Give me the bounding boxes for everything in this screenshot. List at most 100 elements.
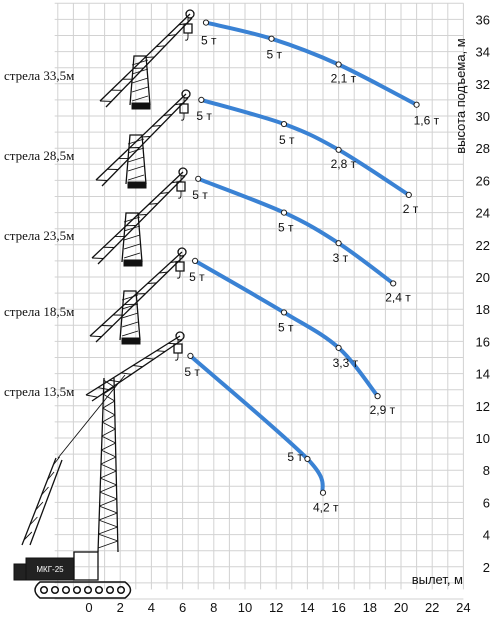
tower-lattice xyxy=(127,174,145,181)
load-point-label: 5 т xyxy=(278,320,294,334)
load-point xyxy=(335,344,342,351)
x-tick-label: 18 xyxy=(363,600,377,615)
jib-frame xyxy=(21,457,63,546)
tower-lattice xyxy=(131,95,149,102)
load-point-label: 4,2 т xyxy=(313,501,339,515)
load-point xyxy=(280,209,288,216)
load-point-label: 5 т xyxy=(287,450,303,464)
y-tick-label: 10 xyxy=(476,431,490,446)
mast-lattice xyxy=(102,407,116,416)
mast-lattice xyxy=(98,519,118,528)
tower-lattice xyxy=(127,147,145,154)
mast-lattice xyxy=(99,477,117,486)
load-curves xyxy=(187,19,420,496)
load-point-label: 3 т xyxy=(333,251,349,265)
mast-lattice xyxy=(97,540,119,549)
boom-pulley xyxy=(177,247,187,257)
y-tick-label: 34 xyxy=(476,45,490,60)
load-point-label: 5 т xyxy=(267,48,283,62)
load-point-label: 2 т xyxy=(403,202,419,216)
y-tick-label: 30 xyxy=(476,109,490,124)
load-point xyxy=(198,96,205,104)
load-point xyxy=(319,489,327,496)
tower-lattice xyxy=(127,165,145,172)
boom-lattice xyxy=(95,179,108,181)
jib-lattice xyxy=(52,456,60,466)
load-point xyxy=(335,146,342,153)
boom-lattice xyxy=(137,214,147,216)
y-axis-label: высота подъема, м xyxy=(453,38,468,154)
load-point xyxy=(335,61,342,68)
mast-lattice xyxy=(98,505,118,514)
hook xyxy=(177,191,182,199)
load-point xyxy=(268,35,275,42)
tower-lattice xyxy=(123,216,141,223)
y-tick-label: 16 xyxy=(476,334,490,349)
load-curve xyxy=(193,258,380,399)
mast-lattice xyxy=(101,428,116,437)
x-tick-label: 14 xyxy=(300,600,314,615)
load-point-label: 5 т xyxy=(201,34,217,48)
mast-lattice xyxy=(99,491,118,500)
load-point-label: 5 т xyxy=(279,133,295,147)
y-tick-label: 2 xyxy=(483,560,490,575)
tower-base xyxy=(121,337,141,345)
tower-lattice xyxy=(131,77,149,84)
y-tick-label: 28 xyxy=(476,141,490,156)
y-tick-label: 26 xyxy=(476,173,490,188)
boom-lattice xyxy=(158,271,168,274)
tower-frame xyxy=(125,134,147,185)
y-tick-label: 8 xyxy=(483,463,490,478)
jib-lattice xyxy=(29,516,38,526)
boom-lattice xyxy=(109,379,121,383)
boom-length-label: стрела 23,5м xyxy=(4,228,74,243)
hook xyxy=(174,353,179,361)
boom-lattice xyxy=(156,350,166,352)
mast-frame xyxy=(97,377,119,553)
tower-base xyxy=(123,259,143,267)
y-tick-label: 20 xyxy=(476,270,490,285)
tower-lattice xyxy=(127,138,145,145)
boom-lattice xyxy=(147,282,157,284)
mast-lattice xyxy=(100,449,117,458)
x-tick-label: 4 xyxy=(148,600,155,615)
mast-lattice xyxy=(102,400,115,409)
boom-lattice xyxy=(89,335,102,338)
jib-lattice xyxy=(47,471,55,481)
load-point-label: 5 т xyxy=(189,270,205,284)
boom-pulley xyxy=(181,89,191,99)
boom-length-label: стрела 33,5м xyxy=(4,68,74,83)
track-roller xyxy=(72,585,82,595)
load-point xyxy=(304,455,311,463)
tower-lattice xyxy=(121,321,139,328)
mast-lattice xyxy=(101,435,116,444)
x-tick-label: 20 xyxy=(394,600,408,615)
y-tick-label: 14 xyxy=(476,367,490,382)
mast-lattice xyxy=(102,414,116,423)
y-tick-label: 22 xyxy=(476,238,490,253)
load-point-label: 5 т xyxy=(196,109,212,123)
y-tick-label: 4 xyxy=(483,528,490,543)
tower-lattice xyxy=(121,303,139,310)
load-point xyxy=(202,19,210,26)
mast-lattice xyxy=(97,533,119,542)
crane-model-plate: МКГ-25 xyxy=(36,565,64,574)
mast-lattice xyxy=(103,379,115,388)
x-tick-label: 24 xyxy=(456,600,470,615)
track-roller xyxy=(50,585,60,595)
load-point xyxy=(280,309,288,316)
hook-block xyxy=(173,343,183,354)
load-point xyxy=(195,175,202,182)
mast-lattice xyxy=(98,526,118,535)
load-point-label: 2,8 т xyxy=(331,157,357,171)
hook-block xyxy=(179,103,189,114)
y-tick-label: 24 xyxy=(476,206,490,221)
jib-lattice xyxy=(23,531,33,541)
boom-lattice xyxy=(148,203,158,205)
tower-lattice xyxy=(123,225,141,232)
tower-lattice xyxy=(131,68,149,75)
mast-lattice xyxy=(103,386,115,395)
load-point-label: 5 т xyxy=(192,188,208,202)
x-tick-label: 2 xyxy=(117,600,124,615)
tower-lattice xyxy=(123,243,141,250)
